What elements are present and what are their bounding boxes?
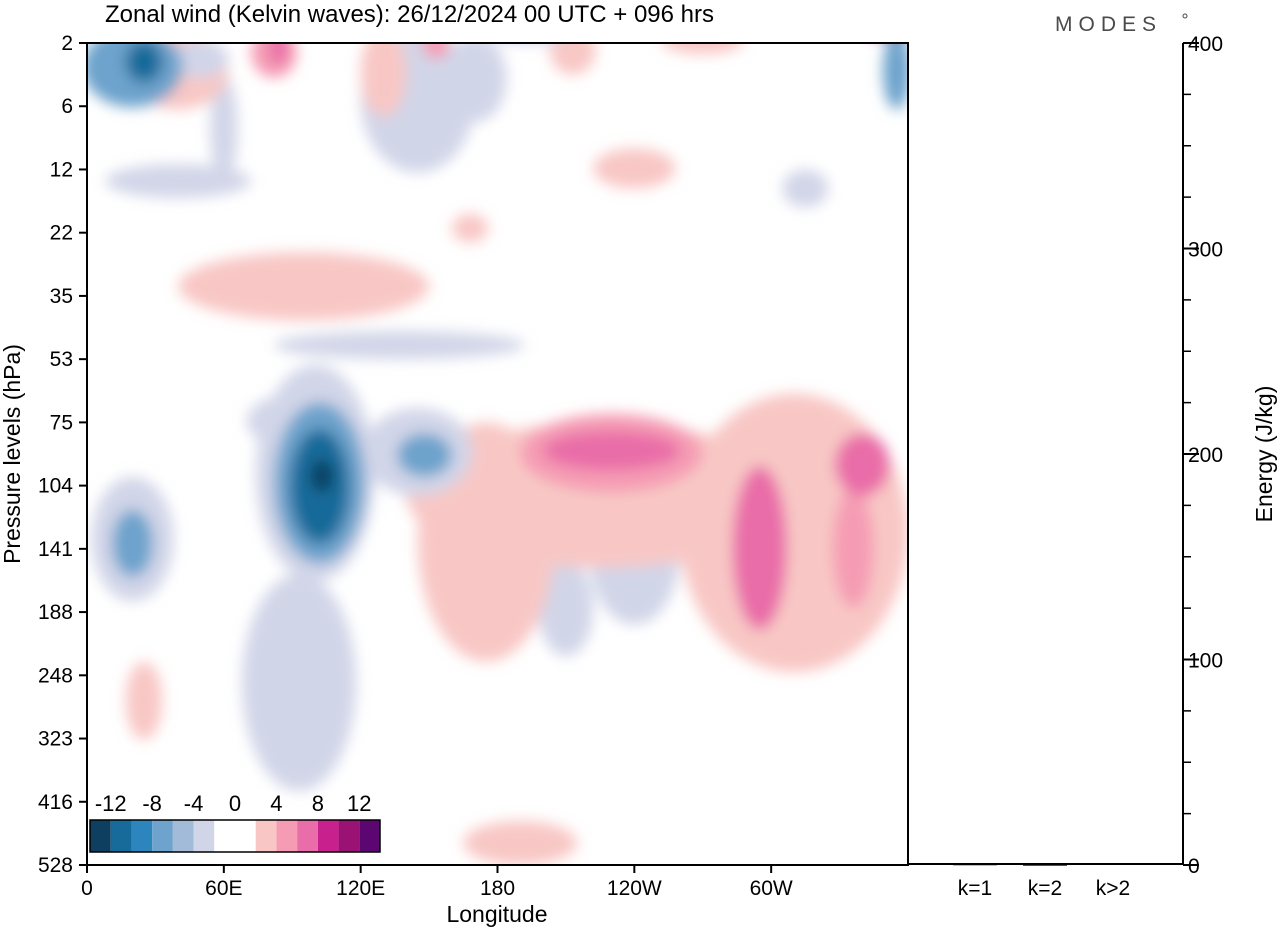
colorbar-label: 4	[270, 791, 282, 816]
wind-anomaly-blob	[451, 213, 489, 243]
longitude-tick-label: 0	[81, 877, 93, 900]
colorbar-label: 8	[312, 791, 324, 816]
wind-anomaly-blob	[543, 431, 680, 471]
colorbar-swatch	[297, 820, 318, 852]
colorbar-swatch	[131, 820, 153, 852]
pressure-tick-label: 12	[50, 158, 73, 181]
colorbar-swatch	[255, 820, 277, 852]
wind-anomaly-blob	[782, 169, 829, 208]
longitude-tick-label: 60W	[750, 877, 793, 900]
wind-anomaly-blob	[835, 433, 890, 496]
wind-anomaly-blob	[832, 487, 874, 609]
pressure-tick-label: 35	[50, 285, 73, 308]
energy-bar	[1091, 863, 1135, 865]
colorbar-swatch	[172, 820, 194, 852]
wind-anomaly-blob	[178, 252, 430, 321]
wind-anomaly-blob	[882, 43, 908, 110]
y-axis-label: Pressure levels (hPa)	[0, 344, 25, 564]
colorbar-swatch	[317, 820, 339, 852]
brand-registered-mark	[1182, 13, 1188, 19]
colorbar-swatch	[90, 820, 111, 852]
pressure-axis: 2 6 12 22 35 53 75 104 141 188 248 323 416 528	[38, 32, 87, 877]
pressure-tick-label: 53	[50, 348, 73, 371]
colorbar-swatch	[152, 820, 173, 852]
energy-tick-label: 300	[1188, 239, 1223, 262]
colorbar-swatch	[276, 820, 298, 852]
wind-anomaly-blob	[442, 43, 507, 123]
energy-tick-label: 100	[1188, 650, 1223, 673]
pressure-tick-label: 188	[38, 601, 73, 624]
pressure-tick-label: 248	[38, 664, 73, 687]
longitude-tick-label: 120W	[607, 877, 662, 900]
wind-anomaly-blob	[105, 164, 252, 198]
energy-bar	[953, 863, 997, 866]
energy-tick-label: 0	[1188, 855, 1200, 878]
energy-bars: k=1 k=2 k>2	[953, 863, 1135, 900]
pressure-tick-label: 528	[38, 854, 73, 877]
colorbar-label: 0	[229, 791, 241, 816]
pressure-tick-label: 141	[38, 538, 73, 561]
energy-bar	[1023, 864, 1067, 866]
wind-anomaly-blob	[112, 509, 154, 578]
longitude-tick-label: 60E	[205, 877, 242, 900]
colorbar-swatch	[235, 820, 256, 852]
wind-anomaly-blob	[679, 393, 908, 673]
pressure-tick-label: 323	[38, 728, 73, 751]
longitude-tick-label: 180	[480, 877, 515, 900]
longitude-tick-label: 120E	[336, 877, 385, 900]
energy-category-label: k=1	[958, 877, 992, 900]
colorbar-label: -8	[142, 791, 162, 816]
pressure-tick-label: 416	[38, 791, 73, 814]
pressure-tick-label: 6	[61, 95, 73, 118]
pressure-tick-label: 22	[50, 222, 73, 245]
colorbar: -12 -8 -4 0 4 8 12	[89, 791, 381, 853]
colorbar-label: -4	[184, 791, 204, 816]
wind-anomaly-blob	[867, 25, 913, 37]
wind-anomaly-blob	[125, 661, 163, 740]
wind-anomaly-blob	[549, 43, 596, 75]
colorbar-label: 12	[347, 791, 371, 816]
colorbar-frame	[89, 819, 381, 853]
energy-category-label: k=2	[1028, 877, 1062, 900]
chart-title: Zonal wind (Kelvin waves): 26/12/2024 00…	[105, 1, 714, 28]
wind-anomaly-blob	[274, 331, 525, 360]
wind-anomaly-blob	[732, 465, 788, 630]
heatmap-field	[87, 25, 913, 865]
wind-anomaly-blob	[422, 43, 450, 59]
pressure-tick-label: 75	[50, 411, 73, 434]
energy-tick-label: 400	[1188, 33, 1223, 56]
energy-axis-label: Energy (J/kg)	[1251, 386, 1277, 523]
wind-anomaly-blob	[397, 433, 452, 477]
wind-anomaly-blob	[310, 459, 334, 493]
energy-tick-label: 200	[1188, 444, 1223, 467]
colorbar-label: -12	[95, 791, 127, 816]
wind-anomaly-blob	[491, 27, 573, 43]
energy-category-label: k>2	[1096, 877, 1130, 900]
colorbar-swatch	[214, 820, 235, 852]
brand-logo: MODES	[1055, 13, 1162, 36]
wind-anomaly-blob	[538, 560, 594, 657]
longitude-axis: 0 60E 120E 180 120W 60W	[81, 865, 793, 900]
wind-anomaly-blob	[269, 43, 288, 66]
wind-anomaly-blob	[125, 43, 163, 83]
pressure-tick-label: 104	[38, 475, 73, 498]
colorbar-swatch	[110, 820, 132, 852]
wind-anomaly-blob	[173, 43, 229, 78]
wind-anomaly-blob	[662, 43, 744, 55]
colorbar-swatch	[359, 820, 380, 852]
x-axis-label: Longitude	[446, 901, 547, 927]
wind-anomaly-blob	[360, 43, 407, 117]
wind-anomaly-blob	[593, 148, 676, 189]
wind-anomaly-blob	[463, 820, 578, 865]
wind-anomaly-blob	[242, 574, 357, 791]
wind-anomaly-blob	[210, 74, 238, 183]
colorbar-swatch	[338, 820, 360, 852]
energy-axis: 0 100 200 300 400	[1183, 33, 1223, 878]
pressure-tick-label: 2	[61, 32, 73, 55]
colorbar-swatch	[193, 820, 215, 852]
